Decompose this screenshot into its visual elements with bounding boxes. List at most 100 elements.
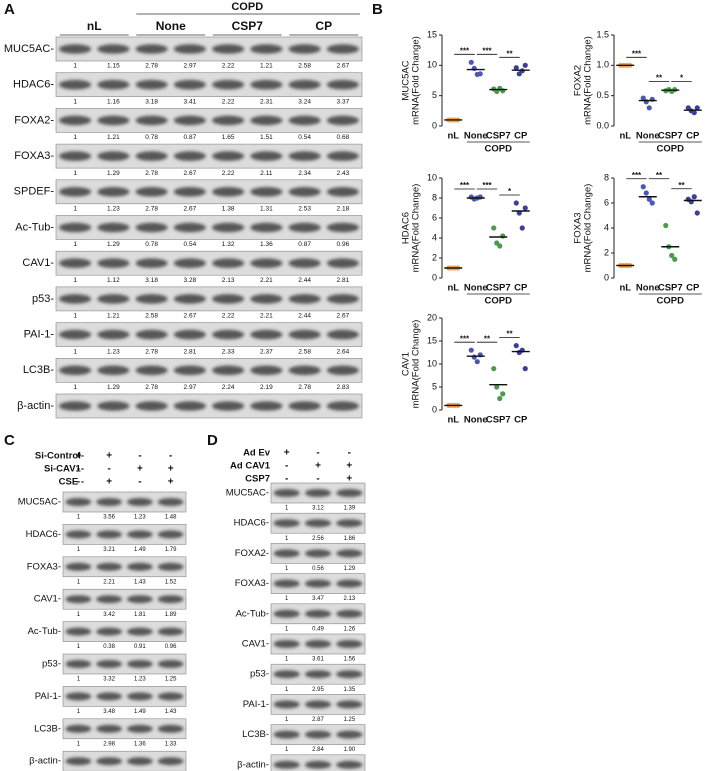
- blot-band: [59, 365, 92, 376]
- condition-sign: +: [168, 477, 174, 488]
- blot-band: [97, 187, 130, 197]
- y-tick-label: 1.5: [596, 29, 609, 39]
- band-value: 1.32: [222, 241, 235, 248]
- band-value: 2.64: [337, 348, 350, 355]
- data-point: [646, 105, 652, 111]
- band-value: 0.87: [298, 241, 311, 248]
- band-value: 2.67: [337, 63, 350, 70]
- band-value: 2.78: [145, 170, 158, 177]
- band-value: 2.81: [337, 277, 350, 284]
- band-value: 1: [77, 677, 81, 683]
- y-tick-label: 5: [432, 90, 437, 100]
- blot-band: [65, 692, 92, 701]
- data-point: [474, 359, 480, 365]
- blot-band: [336, 549, 363, 558]
- y-tick-label: 2: [604, 247, 609, 257]
- blot-strip: [62, 686, 187, 707]
- blot-band: [288, 294, 321, 304]
- band-value: 2.81: [184, 348, 197, 355]
- blot-band: [59, 79, 92, 90]
- blot-label: MUC5AC-: [18, 497, 61, 508]
- group-label: COPD: [231, 1, 263, 13]
- blot-label: PAI-1-: [243, 699, 269, 710]
- condition-sign: +: [106, 477, 112, 488]
- blot-label: β-actin-: [29, 756, 61, 767]
- blot-band: [304, 579, 332, 588]
- blot-band: [65, 724, 92, 733]
- significance-label: **: [656, 171, 663, 180]
- data-point: [494, 384, 500, 390]
- blot-band: [59, 222, 92, 233]
- band-value: 0.78: [145, 241, 158, 248]
- band-value: 2.43: [337, 170, 350, 177]
- condition-sign: -: [348, 448, 351, 459]
- blot-band: [65, 757, 92, 766]
- band-value: 1.25: [165, 677, 177, 683]
- band-value: 1.49: [134, 547, 146, 553]
- band-value: 1: [285, 596, 289, 602]
- band-value: 2.78: [145, 206, 158, 213]
- data-point: [694, 105, 700, 111]
- x-tick-label: None: [464, 131, 488, 142]
- blot-band: [126, 692, 153, 701]
- blot-strip: [62, 556, 187, 578]
- x-tick-label: nL: [619, 131, 631, 142]
- band-value: 2.19: [260, 384, 273, 391]
- blot-band: [135, 294, 168, 304]
- blot-label: p53-: [32, 293, 54, 305]
- blot-band: [336, 489, 363, 497]
- blot-band: [212, 151, 245, 161]
- band-value: 1: [73, 241, 77, 248]
- blot-band: [173, 365, 206, 376]
- blot-band: [288, 44, 321, 54]
- blot-band: [96, 757, 123, 766]
- band-value: 1: [77, 644, 81, 650]
- band-value: 1: [77, 612, 81, 618]
- band-value: 0.87: [184, 134, 197, 141]
- band-value: 2.22: [222, 63, 235, 70]
- band-value: 2.58: [298, 63, 311, 70]
- x-tick-label: CP: [686, 283, 700, 294]
- band-value: 1.29: [107, 384, 120, 391]
- blot-strip: [62, 750, 187, 771]
- blot-band: [326, 329, 359, 340]
- panel-letter: A: [4, 1, 15, 18]
- blot-band: [157, 498, 184, 506]
- band-value: 3.48: [103, 709, 115, 715]
- blot-band: [173, 222, 206, 233]
- significance-label: ***: [482, 181, 492, 190]
- band-value: 3.42: [103, 612, 115, 618]
- band-value: 1.86: [343, 536, 355, 542]
- y-axis-label: MUC5AC: [401, 60, 412, 100]
- significance-label: ***: [482, 46, 492, 55]
- blot-band: [250, 151, 283, 161]
- data-point: [491, 225, 497, 231]
- condition-sign: -: [138, 477, 141, 488]
- data-point: [519, 225, 525, 231]
- blot-band: [173, 187, 206, 197]
- band-value: 3.47: [312, 596, 324, 602]
- blot-band: [59, 329, 92, 340]
- band-value: 1.39: [343, 506, 355, 512]
- blot-band: [326, 294, 359, 304]
- blot-label: FOXA3-: [235, 578, 269, 589]
- data-point: [497, 243, 503, 249]
- y-tick-label: 1.0: [596, 60, 609, 70]
- band-value: 1: [77, 741, 81, 747]
- blot-band: [250, 115, 283, 126]
- condition-label: Si-Control-: [35, 451, 84, 462]
- band-value: 1: [73, 384, 77, 391]
- band-value: 2.31: [260, 98, 273, 105]
- band-value: 1.33: [165, 741, 177, 747]
- significance-label: ***: [460, 334, 470, 343]
- data-point: [513, 65, 519, 71]
- blot-band: [59, 294, 92, 304]
- condition-sign: +: [137, 464, 143, 475]
- blot-band: [326, 79, 359, 90]
- band-value: 3.24: [298, 98, 311, 105]
- y-axis-label: FOXA2: [573, 65, 584, 96]
- band-value: 2.67: [184, 206, 197, 213]
- condition-label: CSE -: [59, 477, 84, 488]
- band-value: 2.18: [337, 206, 350, 213]
